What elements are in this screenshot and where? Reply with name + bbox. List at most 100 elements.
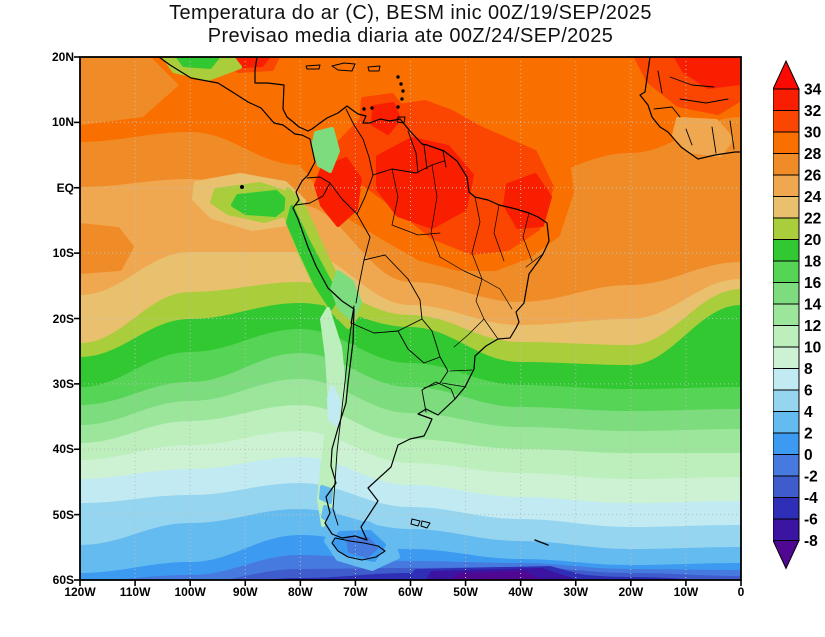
island-antilles-dot — [399, 82, 403, 86]
country-border — [345, 108, 374, 176]
lat-tick-label: 20S — [52, 311, 74, 326]
lat-tick-label: EQ — [56, 180, 74, 195]
state-border — [525, 253, 544, 268]
country-border — [421, 381, 456, 413]
colorbar-tick-label: 10 — [804, 340, 821, 357]
lon-tick-label: 30W — [563, 585, 589, 599]
colorbar-segment-30_32 — [773, 110, 800, 133]
country-border — [407, 130, 419, 174]
colorbar-tick-label: 4 — [804, 404, 813, 421]
colorbar-arrow-top — [773, 59, 800, 90]
island-galapagos-dot — [240, 185, 244, 189]
country-border — [363, 254, 423, 320]
colorbar-tick-label: 8 — [804, 361, 813, 378]
state-border — [475, 278, 499, 340]
field-patch-18_20 — [176, 57, 220, 69]
country-border — [356, 213, 371, 261]
colorbar-segment-28_30 — [773, 131, 800, 154]
country-border — [711, 126, 717, 154]
lon-tick-label: 90W — [232, 585, 258, 599]
island-antilles-dot — [401, 89, 405, 93]
state-border — [430, 164, 441, 258]
colorbar-segment-10_12 — [773, 325, 800, 348]
colorbar-segment-12_14 — [773, 303, 800, 326]
colorbar-arrow-bottom — [773, 540, 800, 570]
island-south-georgia — [534, 539, 549, 546]
lat-tick-label: 10S — [52, 246, 74, 261]
island-falklands-west — [410, 518, 421, 527]
colorbar-tick-label: 16 — [804, 275, 822, 292]
colorbar-segment-0_2 — [773, 432, 800, 455]
colorbar-tick-label: 20 — [804, 232, 821, 249]
country-border — [653, 106, 681, 118]
field-patch-32_34 — [236, 57, 270, 68]
colorbar-tick-label: 30 — [804, 125, 821, 142]
colorbar-tick-label: 14 — [804, 297, 822, 314]
state-border — [439, 256, 483, 280]
lat-tick-label: 10N — [51, 115, 74, 130]
country-border — [442, 150, 447, 168]
lon-tick-label: 70W — [343, 585, 368, 599]
lat-tick-label: 50S — [52, 507, 74, 522]
colorbar-segment-4_6 — [773, 389, 800, 412]
colorbar-tick-label: 18 — [804, 254, 822, 271]
colorbar-tick-label: 22 — [804, 211, 821, 228]
country-border — [679, 98, 729, 104]
colorbar-tick-label: 26 — [804, 168, 822, 185]
colorbar-tick-label: -4 — [804, 490, 818, 507]
colorbar-segment-m2_0 — [773, 454, 800, 477]
coastline-tierra-del-fuego — [331, 537, 386, 561]
lon-tick-label: 60W — [398, 585, 423, 599]
country-border — [350, 322, 399, 334]
colorbar-segment-16_18 — [773, 260, 800, 283]
country-border — [332, 305, 355, 526]
lat-tick-label: 40S — [52, 442, 74, 457]
colorbar-segment-m8_m6 — [773, 518, 800, 541]
country-border — [657, 70, 663, 94]
country-border — [729, 120, 735, 150]
lon-tick-label: 20W — [618, 585, 644, 599]
country-border — [423, 356, 449, 389]
state-border — [471, 196, 483, 280]
state-border — [522, 212, 533, 262]
colorbar-segment-14_16 — [773, 282, 800, 305]
country-border — [423, 144, 428, 170]
state-border — [391, 168, 399, 226]
island-falklands-east — [420, 520, 431, 529]
country-border — [421, 318, 441, 358]
state-border — [493, 204, 505, 262]
field-patch-26_28 — [80, 223, 134, 274]
country-border — [669, 76, 715, 88]
colorbar-segment-8_10 — [773, 346, 800, 369]
lon-tick-label: 0 — [737, 585, 745, 599]
colorbar-segment-18_20 — [773, 239, 800, 262]
figure-title-line2: Previsao media diaria ate 00Z/24/SEP/202… — [207, 25, 614, 47]
colorbar-tick-label: 6 — [804, 383, 813, 400]
state-border — [391, 224, 441, 236]
field-patch-32_34 — [376, 137, 474, 229]
island-trinidad — [396, 116, 406, 124]
field-patch-24_26 — [672, 117, 734, 157]
field-patch-2_4 — [319, 485, 333, 504]
colorbar-segment-24_26 — [773, 174, 800, 197]
colorbar-segment-32_34 — [773, 88, 800, 111]
field-patch-32_34 — [314, 157, 362, 227]
lon-tick-label: 40W — [508, 585, 533, 599]
figure-title-line1: Temperatura do ar (C), BESM inic 00Z/19/… — [169, 2, 652, 24]
lon-tick-label: 50W — [453, 585, 478, 599]
state-border — [453, 318, 485, 348]
map-canvas — [74, 56, 742, 586]
island-antilles-dot — [362, 107, 366, 111]
colorbar-segment-m6_m4 — [773, 497, 800, 520]
lon-tick-label: 10W — [673, 585, 699, 599]
island-hispaniola — [331, 62, 356, 72]
field-patch-18_20 — [231, 190, 291, 217]
colorbar-tick-label: -2 — [804, 469, 818, 486]
colorbar-segment-6_8 — [773, 368, 800, 391]
colorbar-segment-m4_m2 — [773, 475, 800, 498]
colorbar-segment-2_4 — [773, 411, 800, 434]
field-patch-26_28 — [80, 57, 178, 125]
island-antilles-dot — [396, 105, 400, 109]
